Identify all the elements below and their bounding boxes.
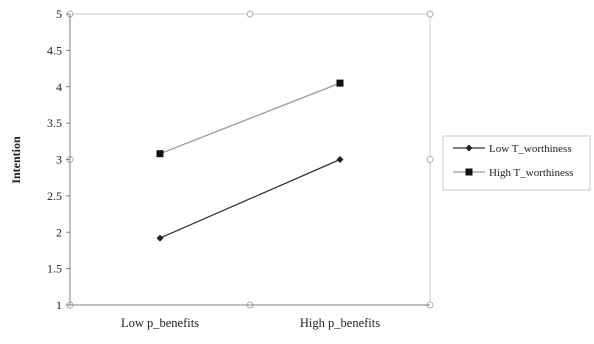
data-point: [336, 156, 344, 163]
axes: 1 1.5 2 2.5 3 3.5 4 4.5 5 Low p_benefits High p_be…: [47, 7, 430, 330]
y-tick-label: 4: [56, 80, 62, 94]
y-tick-label: 5: [56, 7, 62, 21]
legend-label: Low T_worthiness: [489, 143, 572, 155]
legend-marker: [465, 168, 473, 176]
data-point: [156, 234, 164, 242]
y-tick-label: 2.5: [47, 189, 62, 203]
y-tick-label: 1: [56, 298, 62, 312]
series-line: [159, 158, 341, 239]
y-tick-label: 1.5: [47, 262, 62, 276]
legend: Low T_worthiness High T_worthiness: [442, 135, 591, 191]
y-axis-label: Intention: [9, 136, 23, 184]
series-0: [156, 156, 344, 242]
frame-handle: [426, 156, 434, 163]
y-tick-label: 2: [56, 225, 62, 239]
series-layer: [156, 79, 344, 242]
series-1: [156, 79, 344, 158]
x-tick-label: High p_benefits: [300, 316, 380, 330]
plot-frame: [66, 10, 434, 309]
frame-handle: [246, 10, 254, 18]
y-tick-label: 3: [56, 153, 62, 167]
plot-area-border: [69, 13, 431, 306]
data-point: [336, 79, 344, 87]
frame-handle: [426, 10, 434, 18]
legend-box: [442, 135, 591, 191]
data-point: [156, 150, 164, 158]
y-tick-label: 3.5: [47, 116, 62, 130]
series-line: [159, 82, 341, 155]
legend-marker: [465, 144, 473, 152]
y-tick-label: 4.5: [47, 43, 62, 57]
x-tick-label: Low p_benefits: [121, 316, 199, 330]
legend-label: High T_worthiness: [489, 167, 573, 179]
